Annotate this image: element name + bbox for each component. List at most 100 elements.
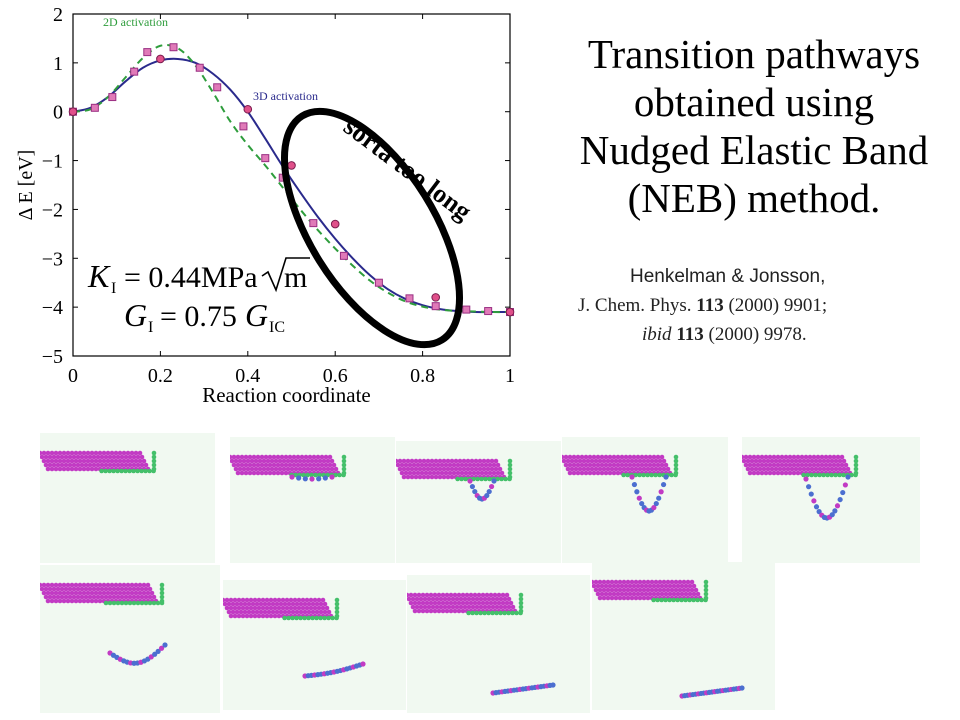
atom bbox=[435, 470, 441, 476]
atom bbox=[631, 591, 637, 597]
y-tick-label: −5 bbox=[42, 346, 63, 368]
atom bbox=[413, 466, 419, 472]
atom bbox=[447, 462, 453, 468]
atom bbox=[615, 462, 621, 468]
atom bbox=[466, 610, 471, 616]
atom bbox=[603, 462, 609, 468]
atom bbox=[823, 454, 829, 460]
atom bbox=[228, 605, 234, 611]
atom bbox=[326, 609, 332, 615]
atom bbox=[703, 591, 709, 597]
atom bbox=[318, 609, 324, 615]
atom bbox=[801, 458, 807, 464]
atom bbox=[77, 450, 83, 456]
atom bbox=[401, 466, 407, 472]
atom bbox=[55, 594, 61, 600]
atom bbox=[223, 597, 226, 603]
atom bbox=[443, 462, 449, 468]
atom bbox=[446, 596, 452, 602]
atom bbox=[230, 601, 236, 607]
atom bbox=[457, 466, 463, 472]
atom bbox=[141, 590, 147, 596]
atom bbox=[121, 450, 127, 456]
atom bbox=[275, 454, 281, 460]
atom bbox=[282, 615, 287, 621]
atom bbox=[635, 462, 641, 468]
atom bbox=[489, 458, 495, 464]
dislocation-atom bbox=[329, 474, 335, 480]
svg-text:= 0.75: = 0.75 bbox=[160, 300, 237, 333]
atom bbox=[99, 586, 105, 592]
dislocation-atom bbox=[484, 492, 490, 499]
atom bbox=[567, 462, 573, 468]
atom bbox=[230, 458, 235, 464]
atom bbox=[129, 450, 135, 456]
atom bbox=[637, 466, 643, 472]
atom bbox=[791, 462, 797, 468]
atom bbox=[427, 470, 433, 476]
atom bbox=[327, 454, 333, 460]
atom bbox=[817, 466, 823, 472]
atom bbox=[103, 594, 109, 600]
atom bbox=[115, 462, 121, 468]
atom bbox=[101, 582, 107, 588]
atom bbox=[115, 586, 121, 592]
y-tick-label: 1 bbox=[53, 53, 63, 75]
atom bbox=[65, 458, 71, 464]
dislocation-atom bbox=[811, 498, 817, 504]
atom bbox=[322, 601, 328, 607]
atom bbox=[316, 597, 322, 603]
atom bbox=[452, 592, 458, 598]
atom bbox=[115, 594, 121, 600]
y-tick-label: −1 bbox=[42, 151, 63, 173]
atom bbox=[759, 462, 765, 468]
atom bbox=[470, 604, 476, 610]
atom bbox=[691, 597, 696, 603]
atom bbox=[481, 458, 487, 464]
atom bbox=[679, 583, 685, 589]
atom bbox=[445, 458, 451, 464]
atom bbox=[597, 579, 603, 585]
atom bbox=[275, 470, 281, 476]
atom bbox=[240, 605, 246, 611]
atom bbox=[314, 601, 320, 607]
atom bbox=[673, 462, 679, 468]
atom bbox=[845, 466, 851, 472]
atom bbox=[310, 601, 316, 607]
atom bbox=[673, 458, 679, 464]
atom bbox=[341, 466, 347, 472]
atom bbox=[775, 454, 781, 460]
atom bbox=[663, 462, 669, 468]
atom bbox=[500, 600, 506, 606]
atom bbox=[853, 454, 859, 460]
atom bbox=[103, 454, 109, 460]
atom bbox=[272, 605, 278, 611]
atom bbox=[643, 462, 649, 468]
atom bbox=[433, 458, 439, 464]
atom bbox=[472, 592, 478, 598]
atom bbox=[595, 583, 601, 589]
atom bbox=[397, 458, 403, 464]
atom bbox=[305, 472, 310, 478]
marker-square bbox=[169, 43, 178, 52]
atom bbox=[502, 610, 507, 616]
atom bbox=[51, 594, 57, 600]
atom bbox=[607, 454, 613, 460]
atom bbox=[825, 458, 831, 464]
atom bbox=[322, 615, 327, 621]
atom bbox=[507, 474, 513, 480]
atom bbox=[432, 592, 438, 598]
atom bbox=[460, 592, 466, 598]
atom bbox=[495, 462, 501, 468]
atom bbox=[446, 604, 452, 610]
atom bbox=[504, 600, 510, 606]
atom bbox=[673, 466, 679, 472]
atom bbox=[419, 470, 425, 476]
atom bbox=[599, 591, 605, 597]
atom bbox=[424, 592, 430, 598]
atom bbox=[341, 454, 347, 460]
atom bbox=[779, 454, 785, 460]
atom bbox=[97, 458, 103, 464]
atom bbox=[129, 458, 135, 464]
atom bbox=[330, 615, 335, 621]
